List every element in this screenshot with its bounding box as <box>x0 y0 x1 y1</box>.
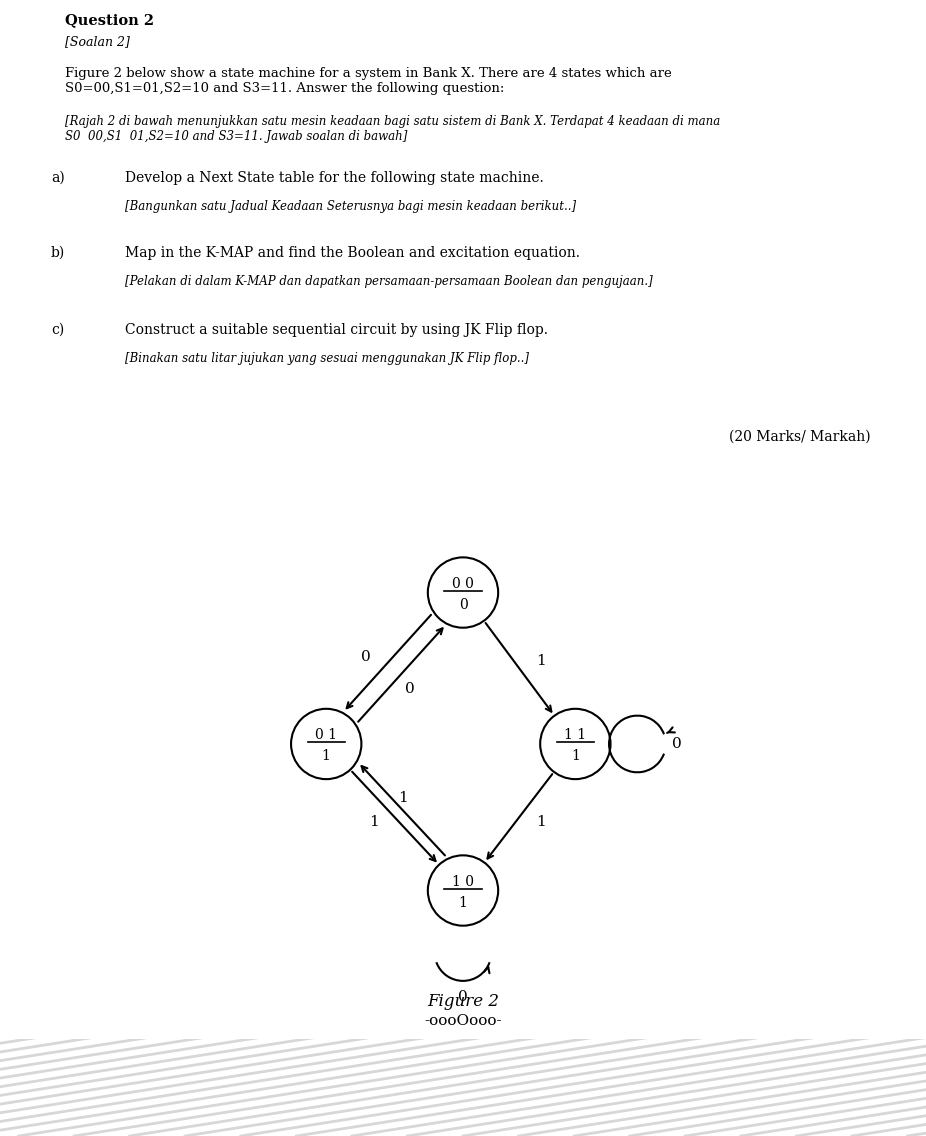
Text: 1: 1 <box>322 749 331 763</box>
Text: -oooOooo-: -oooOooo- <box>424 1013 502 1028</box>
Text: 1: 1 <box>536 816 546 829</box>
Text: 0: 0 <box>405 682 415 695</box>
Text: [Bangunkan satu Jadual Keadaan Seterusnya bagi mesin keadaan berikut..]: [Bangunkan satu Jadual Keadaan Seterusny… <box>125 200 576 214</box>
Text: [Rajah 2 di bawah menunjukkan satu mesin keadaan bagi satu sistem di Bank X. Ter: [Rajah 2 di bawah menunjukkan satu mesin… <box>65 115 720 143</box>
Text: [Pelakan di dalam K-MAP dan dapatkan persamaan-persamaan Boolean dan pengujaan.]: [Pelakan di dalam K-MAP dan dapatkan per… <box>125 275 653 287</box>
Text: Figure 2 below show a state machine for a system in Bank X. There are 4 states w: Figure 2 below show a state machine for … <box>65 67 671 94</box>
Text: [Soalan 2]: [Soalan 2] <box>65 35 130 48</box>
Text: Develop a Next State table for the following state machine.: Develop a Next State table for the follo… <box>125 170 544 185</box>
Text: 1 0: 1 0 <box>452 875 474 888</box>
Text: 0 1: 0 1 <box>315 728 337 742</box>
Text: b): b) <box>51 245 65 260</box>
Text: 1: 1 <box>536 654 546 668</box>
Text: 1: 1 <box>458 895 468 910</box>
Text: c): c) <box>51 323 64 337</box>
Text: Question 2: Question 2 <box>65 14 154 27</box>
Text: (20 Marks/ Markah): (20 Marks/ Markah) <box>729 429 870 444</box>
Text: Construct a suitable sequential circuit by using JK Flip flop.: Construct a suitable sequential circuit … <box>125 323 548 337</box>
Text: 0: 0 <box>458 989 468 1004</box>
Text: 1: 1 <box>369 816 379 829</box>
Text: 0: 0 <box>458 598 468 612</box>
Text: a): a) <box>51 170 65 185</box>
Text: 1 1: 1 1 <box>564 728 586 742</box>
Text: [Binakan satu litar jujukan yang sesuai menggunakan JK Flip flop..]: [Binakan satu litar jujukan yang sesuai … <box>125 352 529 366</box>
Text: 1: 1 <box>398 791 407 804</box>
Text: Map in the K-MAP and find the Boolean and excitation equation.: Map in the K-MAP and find the Boolean an… <box>125 245 580 260</box>
Text: 0 0: 0 0 <box>452 577 474 591</box>
Text: 0: 0 <box>671 737 682 751</box>
Text: Figure 2: Figure 2 <box>427 993 499 1010</box>
Text: 1: 1 <box>571 749 580 763</box>
Text: 0: 0 <box>361 651 371 665</box>
